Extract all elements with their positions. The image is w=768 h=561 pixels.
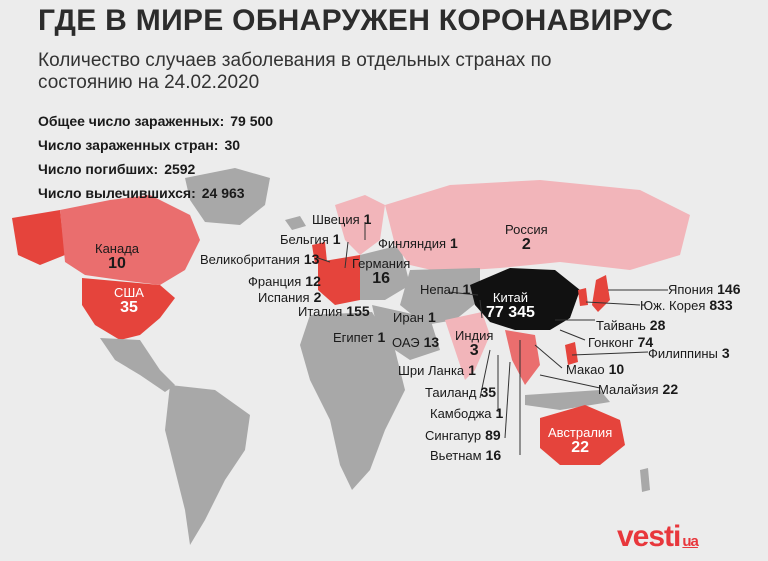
label-cambodia: Камбоджа 1 — [430, 405, 504, 422]
stat-label: Общее число зараженных: — [38, 113, 225, 129]
south-america-shape — [165, 385, 250, 545]
china-shape — [470, 268, 580, 330]
label-india: Индия 3 — [455, 328, 494, 359]
japan-shape — [592, 275, 610, 312]
leader-line — [447, 291, 479, 296]
canada-shape — [60, 195, 200, 285]
stat-label: Число погибших: — [38, 161, 159, 177]
label-finland: Финляндия 1 — [378, 235, 458, 252]
label-russia: Россия 2 — [505, 222, 548, 253]
africa-shape — [300, 312, 405, 490]
leader-line — [559, 329, 586, 341]
label-australia: Австралия 22 — [548, 425, 613, 456]
label-srilanka: Шри Ланка 1 — [398, 362, 476, 379]
korea-shape — [578, 288, 588, 306]
leader-line — [504, 361, 511, 439]
scandinavia-shape — [335, 195, 385, 255]
australia-shape — [540, 405, 625, 465]
stat-label: Число вылечившихся: — [38, 185, 196, 201]
label-korea: Юж. Корея 833 — [640, 297, 733, 314]
new-zealand-shape — [640, 468, 650, 492]
stat-value: 24 963 — [201, 185, 245, 201]
label-canada: Канада 10 — [95, 241, 140, 272]
usa-shape — [82, 278, 175, 340]
india-shape — [445, 312, 490, 380]
label-sweden: Швеция 1 — [312, 211, 372, 228]
central-america-shape — [100, 338, 175, 392]
label-vietnam: Вьетнам 16 — [430, 447, 502, 464]
label-china: Китай 77 345 — [486, 290, 535, 321]
philippines-shape — [565, 342, 578, 365]
stat-label: Число зараженных стран: — [38, 137, 219, 153]
label-germany: Германия 16 — [352, 256, 411, 287]
iceland-shape — [285, 216, 306, 230]
label-macao: Макао 10 — [566, 361, 625, 378]
label-egypt: Египет 1 — [333, 329, 386, 346]
vesti-logo: vesti ua — [617, 520, 699, 553]
label-philippines: Филиппины 3 — [648, 345, 730, 362]
leader-line — [479, 349, 491, 399]
greenland-shape — [185, 168, 270, 225]
alaska-shape — [12, 210, 65, 265]
label-france: Франция 12 — [248, 273, 321, 290]
label-japan: Япония 146 — [668, 281, 741, 298]
leader-line — [344, 241, 349, 269]
label-nepal: Непал 1 — [420, 281, 471, 298]
page-subtitle: Количество случаев заболевания в отдельн… — [38, 50, 552, 93]
leader-line — [317, 257, 331, 263]
label-usa: США 35 — [114, 285, 144, 316]
europe-west-shape — [318, 255, 368, 305]
se-asia-shape — [505, 330, 540, 385]
label-uk: Великобритания 13 — [200, 251, 320, 268]
central-asia-shape — [400, 268, 480, 325]
leader-line — [585, 301, 641, 306]
stat-recovered: Число вылечившихся: 24 963 — [38, 185, 245, 201]
uk-shape — [312, 242, 327, 264]
leader-line — [479, 299, 483, 319]
label-taiwan: Тайвань 28 — [596, 317, 666, 334]
label-spain: Испания 2 — [258, 289, 322, 306]
leader-line — [571, 351, 649, 356]
eastern-europe-shape — [360, 245, 410, 300]
stat-value: 30 — [224, 137, 241, 153]
middle-east-shape — [372, 305, 440, 360]
stat-value: 2592 — [164, 161, 196, 177]
label-italy: Италия 155 — [298, 303, 370, 320]
label-belgium: Бельгия 1 — [280, 231, 341, 248]
stat-value: 79 500 — [230, 113, 274, 129]
stat-total-infected: Общее число зараженных: 79 500 — [38, 113, 273, 129]
leader-line — [539, 374, 601, 389]
stat-countries: Число зараженных стран: 30 — [38, 137, 240, 153]
page-title: ГДЕ В МИРЕ ОБНАРУЖЕН КОРОНАВИРУС — [38, 4, 674, 37]
indonesia-shape — [525, 390, 610, 410]
russia-shape — [385, 180, 690, 272]
label-iran: Иран 1 — [393, 309, 436, 326]
label-singapore: Сингапур 89 — [425, 427, 501, 444]
stat-deaths: Число погибших: 2592 — [38, 161, 195, 177]
label-hongkong: Гонконг 74 — [588, 334, 654, 351]
label-thailand: Таиланд 35 — [425, 384, 497, 401]
label-uae: ОАЭ 13 — [392, 334, 440, 351]
label-malaysia: Малайзия 22 — [598, 381, 679, 398]
leader-line — [534, 344, 563, 369]
